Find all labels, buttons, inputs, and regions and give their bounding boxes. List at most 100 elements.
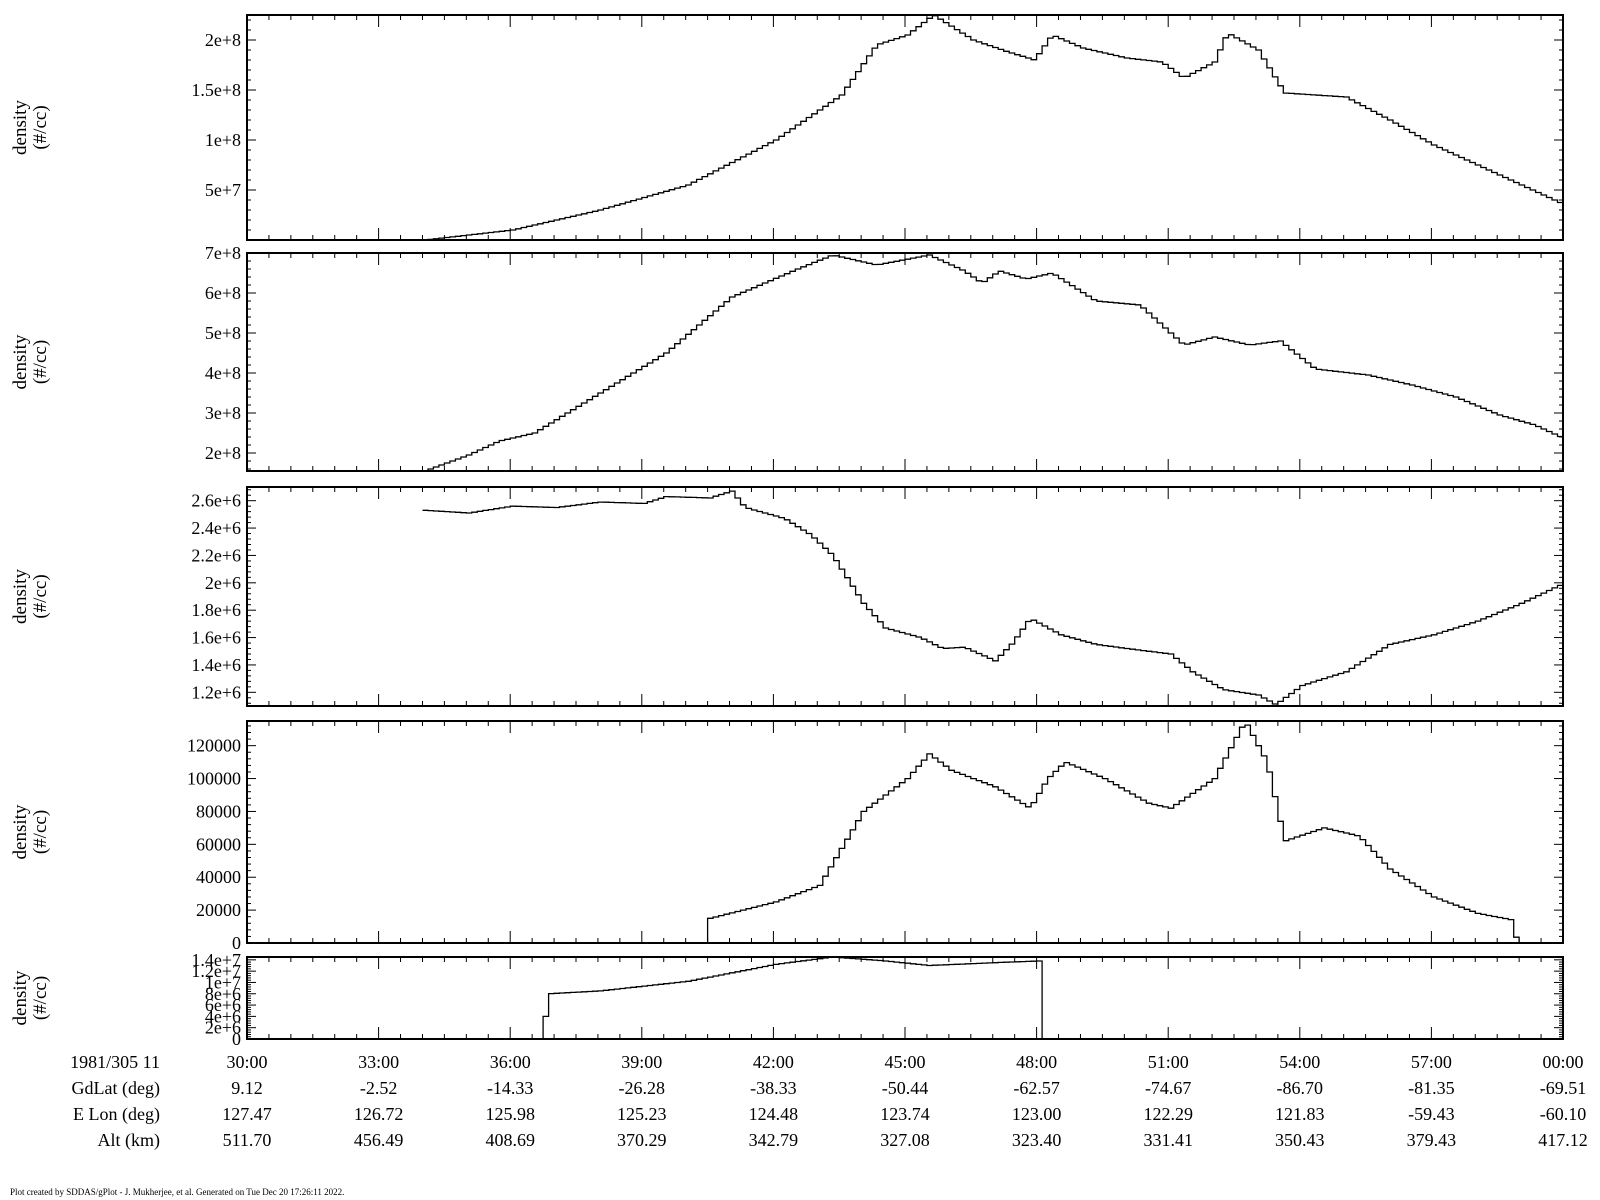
ephemeris-value: 125.98 [485,1104,535,1124]
ephemeris-value: -74.67 [1145,1078,1192,1098]
ephemeris-value: 00:00 [1542,1052,1583,1072]
y-tick-label: 0 [232,1029,241,1049]
ephemeris-value: 36:00 [490,1052,531,1072]
ephemeris-row-label: E Lon (deg) [73,1104,160,1125]
y-tick-label: 1.8e+6 [191,600,241,620]
y-tick-label: 100000 [187,769,241,789]
y-axis-unit-label: (#/cc) [30,574,51,618]
density-panel-3: 1.2e+6 1.4e+6 1.6e+6 1.8e+6 2e+6 2.2e+6 2.4e+6… [10,486,1564,707]
ephemeris-value: 370.29 [617,1130,667,1150]
y-tick-label: 6e+8 [205,283,241,303]
ephemeris-row-label: GdLat (deg) [72,1078,160,1099]
y-tick-label: 2e+6 [205,1018,241,1038]
density-series-line [422,15,1564,241]
density-panel-2: 2e+8 3e+8 4e+8 5e+8 6e+8 7e+8 density (#/cc) [10,243,1564,472]
y-tick-label: 60000 [196,834,241,854]
ephemeris-value: 124.48 [749,1104,799,1124]
y-tick-label: 8e+6 [205,984,241,1004]
y-tick-label: 1e+7 [205,972,241,992]
y-tick-label: 40000 [196,867,241,887]
ephemeris-table: 1981/305 11 30:00 33:00 36:00 39:00 42:00 45:0… [70,1052,1588,1151]
ephemeris-value: 123.00 [1012,1104,1062,1124]
y-tick-label: 2e+8 [205,443,241,463]
y-tick-label: 1.6e+6 [191,628,241,648]
ephemeris-value: 42:00 [753,1052,794,1072]
ephemeris-value: -60.10 [1540,1104,1587,1124]
y-tick-label: 80000 [196,801,241,821]
ephemeris-value: 123.74 [880,1104,930,1124]
ephemeris-value: 127.47 [222,1104,272,1124]
y-tick-label: 0 [232,933,241,953]
y-tick-label: 2e+6 [205,573,241,593]
y-axis-label: density [10,569,31,624]
density-series-line [422,724,1563,944]
ephemeris-row-label: 1981/305 11 [70,1052,160,1072]
y-tick-label: 2.4e+6 [191,518,241,538]
ephemeris-value: -50.44 [882,1078,929,1098]
panel-frame [246,486,1564,707]
panel-frame [246,252,1564,472]
y-tick-label: 4e+6 [205,1006,241,1026]
y-axis-unit-label: (#/cc) [30,340,51,384]
y-tick-label: 2.2e+6 [191,545,241,565]
ephemeris-value: 9.12 [231,1078,263,1098]
y-axis-label: density [10,804,31,859]
ephemeris-value: -26.28 [619,1078,666,1098]
ephemeris-value: -38.33 [750,1078,797,1098]
y-tick-label: 1e+8 [205,130,241,150]
ephemeris-value: 45:00 [884,1052,925,1072]
y-axis-label: density [10,334,31,389]
y-tick-label: 2e+8 [205,30,241,50]
y-axis-unit-label: (#/cc) [30,810,51,854]
y-axis-unit-label: (#/cc) [30,105,51,149]
y-tick-label: 20000 [196,900,241,920]
y-axis-unit-label: (#/cc) [30,976,51,1020]
ephemeris-value: -14.33 [487,1078,534,1098]
ephemeris-value: -86.70 [1277,1078,1324,1098]
ephemeris-value: 327.08 [880,1130,930,1150]
ephemeris-value: 39:00 [621,1052,662,1072]
y-tick-label: 1.4e+7 [191,950,241,970]
panel-frame [246,14,1564,241]
y-tick-label: 1.4e+6 [191,655,241,675]
density-series-line [422,956,1563,1040]
ephemeris-value: 126.72 [354,1104,404,1124]
y-tick-label: 2.6e+6 [191,491,241,511]
y-tick-label: 4e+8 [205,363,241,383]
y-tick-label: 5e+8 [205,323,241,343]
density-panel-4: 0 20000 40000 60000 80000 100000 120000 density… [10,720,1564,953]
y-tick-label: 1.5e+8 [191,80,241,100]
ephemeris-value: 456.49 [354,1130,404,1150]
y-tick-label: 5e+7 [205,180,241,200]
ephemeris-value: 48:00 [1016,1052,1057,1072]
ephemeris-value: 30:00 [226,1052,267,1072]
density-series-line [422,254,1564,472]
ephemeris-value: 51:00 [1148,1052,1189,1072]
ephemeris-value: 331.41 [1143,1130,1193,1150]
ephemeris-value: 121.83 [1275,1104,1325,1124]
panel-frame [246,956,1564,1040]
ephemeris-value: 350.43 [1275,1130,1325,1150]
density-panel-1: 5e+7 1e+8 1.5e+8 2e+8 density (#/cc) [10,14,1564,241]
ephemeris-value: 122.29 [1143,1104,1193,1124]
y-tick-label: 6e+6 [205,995,241,1015]
ephemeris-value: 323.40 [1012,1130,1062,1150]
ephemeris-value: 125.23 [617,1104,667,1124]
density-series-line [422,490,1564,705]
y-tick-label: 1.2e+7 [191,961,241,981]
ephemeris-value: 408.69 [485,1130,535,1150]
density-panel-5: 02e+64e+66e+68e+61e+71.2e+71.4e+7 density… [10,950,1564,1049]
ephemeris-value: -62.57 [1013,1078,1060,1098]
ephemeris-row-label: Alt (km) [98,1130,161,1151]
y-axis-label: density [10,100,31,155]
ephemeris-value: 57:00 [1411,1052,1452,1072]
footer-credit: Plot created by SDDAS/gPlot - J. Mukherj… [10,1187,345,1197]
y-tick-label: 120000 [187,736,241,756]
y-tick-label: 7e+8 [205,243,241,263]
ephemeris-value: -2.52 [360,1078,398,1098]
ephemeris-value: 417.12 [1538,1130,1588,1150]
ephemeris-value: -69.51 [1540,1078,1587,1098]
ephemeris-value: 511.70 [223,1130,272,1150]
ephemeris-value: 33:00 [358,1052,399,1072]
